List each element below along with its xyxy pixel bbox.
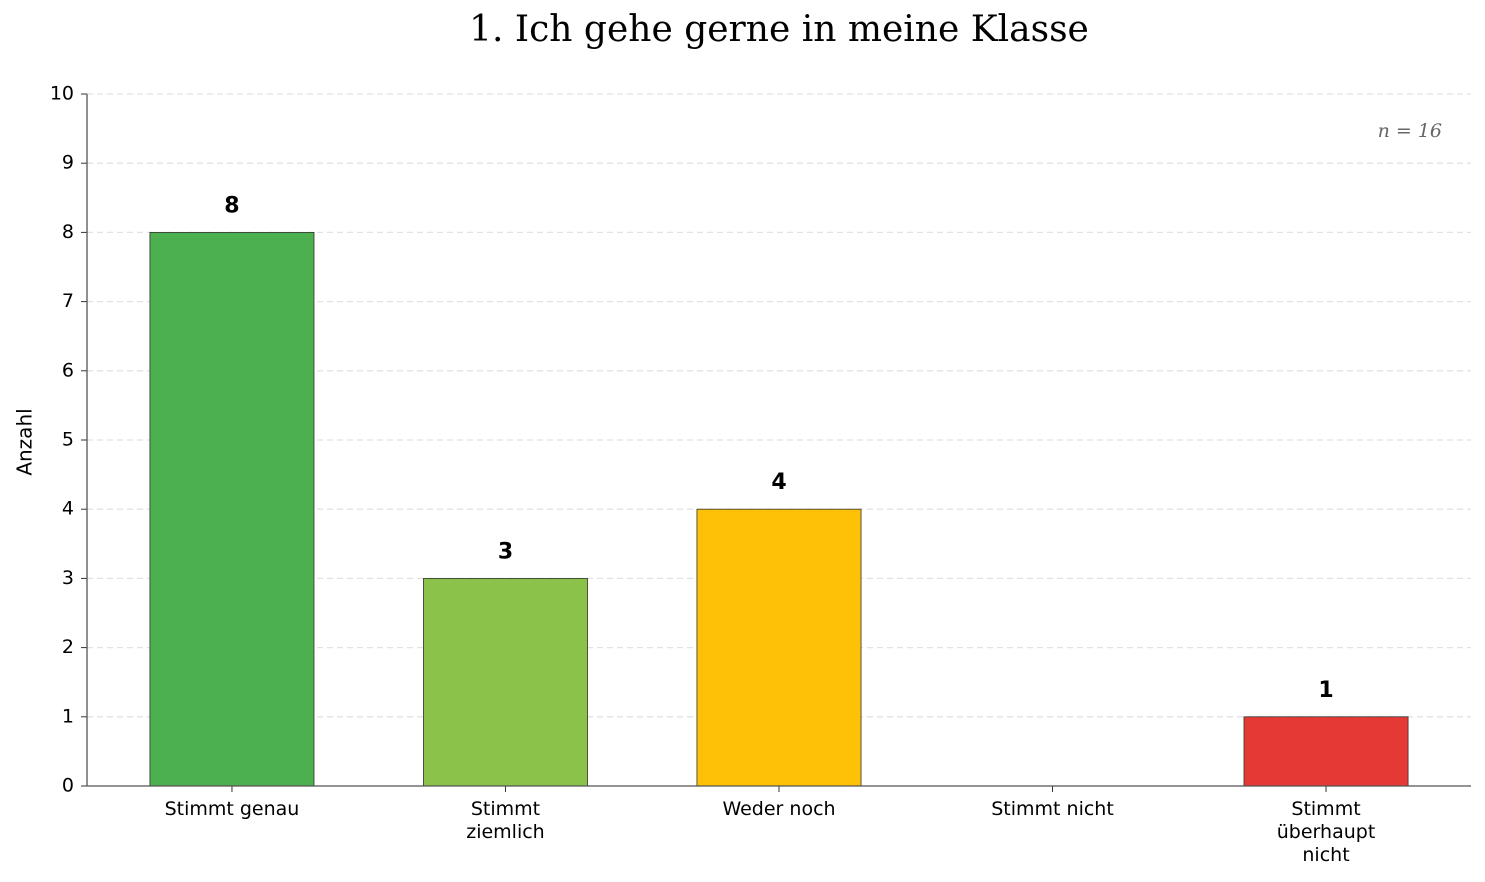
value-label: 8 <box>224 193 239 218</box>
x-tick-label: Stimmt genau <box>164 798 300 820</box>
chart-title: 1. Ich gehe gerne in meine Klasse <box>469 9 1089 50</box>
y-tick-label: 3 <box>62 567 74 589</box>
bar <box>149 231 315 787</box>
y-tick-label: 0 <box>62 775 74 797</box>
y-tick-label: 2 <box>62 636 74 658</box>
y-tick-label: 7 <box>62 290 74 312</box>
x-tick-label: Stimmt nicht <box>991 798 1114 820</box>
y-tick-label: 9 <box>62 152 74 174</box>
bar <box>696 508 862 787</box>
x-tick-label: Stimmt ziemlich <box>466 798 545 843</box>
y-axis-label: Anzahl <box>13 408 37 475</box>
value-label: 1 <box>1318 678 1333 703</box>
x-tick-label: Stimmt überhaupt nicht <box>1276 798 1376 866</box>
bar <box>1243 716 1409 787</box>
y-tick-label: 6 <box>62 359 74 381</box>
y-tick-label: 10 <box>50 83 74 105</box>
value-label: 3 <box>498 539 513 564</box>
annotation: n = 16 <box>1378 120 1442 142</box>
y-tick-label: 1 <box>62 705 74 727</box>
value-label: 4 <box>771 470 786 495</box>
x-tick-label: Weder noch <box>722 798 836 820</box>
y-tick-label: 4 <box>62 498 74 520</box>
y-tick-label: 5 <box>62 429 74 451</box>
y-tick-label: 8 <box>62 221 74 243</box>
bar <box>423 578 588 787</box>
